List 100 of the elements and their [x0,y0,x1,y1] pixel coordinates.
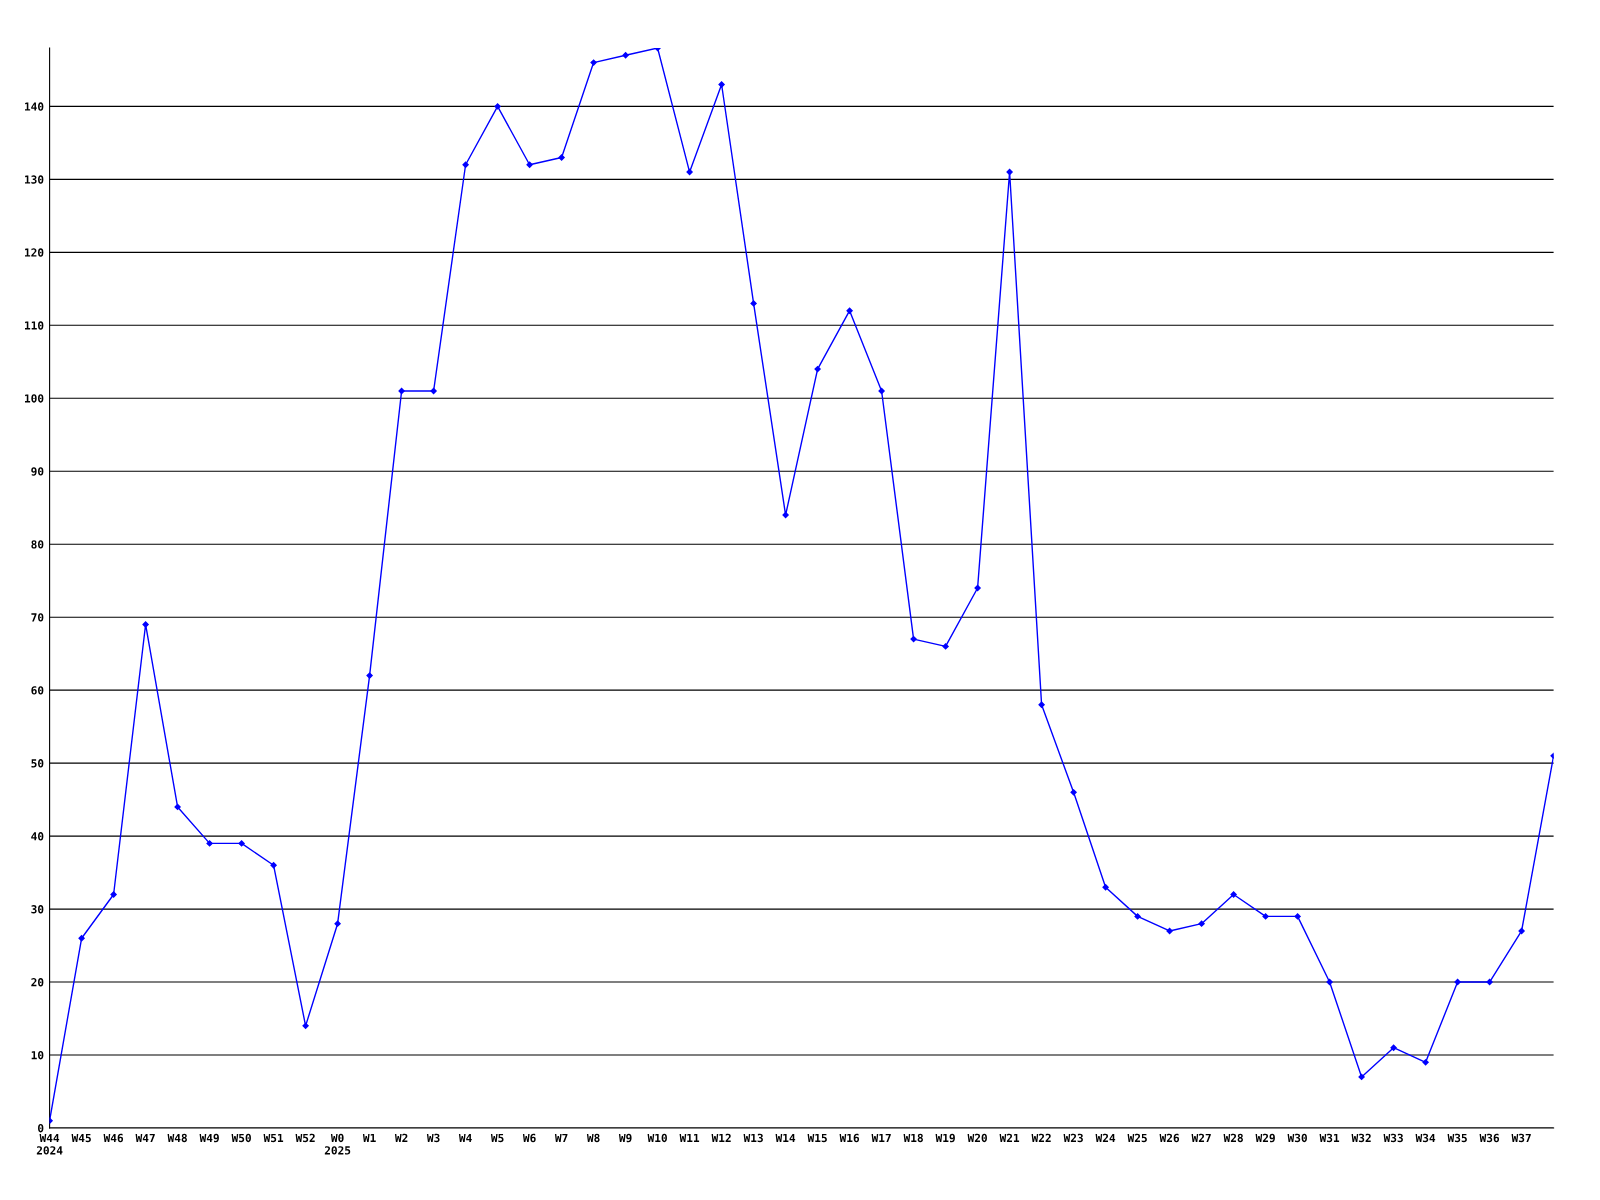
x-tick-label: W14 [775,1133,796,1142]
point [430,387,437,395]
point [590,59,597,66]
x-tick-label: W47 [135,1133,155,1142]
point [110,891,117,898]
x-tick-label: W25 [1127,1133,1147,1143]
x-tick-label: W36 [1479,1133,1500,1143]
x-tick-label: W30 [1287,1133,1307,1143]
point [686,168,693,176]
point [942,643,949,650]
x-tick-label: W28 [1223,1133,1243,1143]
point [1294,913,1301,920]
point [1038,701,1045,708]
x-tick-label: W17 [871,1133,891,1142]
y-tick-label: 30 [31,905,44,914]
point [302,1022,309,1029]
point [1102,884,1109,891]
x-tick-label: W37 [1511,1133,1531,1143]
point [238,840,245,847]
y-tick-label: 40 [31,832,44,841]
x-tick-label: W0 2025 [324,1133,351,1155]
x-tick-label: W12 [711,1133,731,1142]
x-tick-label: W2 [394,1133,408,1142]
point [366,672,373,679]
point [782,511,789,519]
point [846,307,853,314]
x-tick-label: W48 [167,1133,187,1143]
y-tick-label: 90 [31,467,44,476]
x-tick-label: W46 [103,1133,124,1143]
x-tick-label: W21 [999,1133,1020,1142]
y-tick-label: 100 [25,394,44,403]
point [750,300,757,307]
point [1198,920,1205,927]
x-tick-label: W27 [1191,1133,1211,1142]
point [1262,913,1269,920]
x-tick-label: W49 [199,1133,219,1143]
point [1422,1059,1429,1066]
y-tick-label: 10 [31,1051,44,1060]
x-tick-label: W24 [1095,1133,1116,1142]
point [1486,978,1493,986]
x-tick-label: W44 2024 [36,1133,63,1155]
x-tick-label: W10 [647,1133,667,1143]
x-tick-label: W18 [903,1133,923,1143]
point [814,365,821,373]
y-tick-label: 140 [25,102,44,111]
x-tick-label: W7 [554,1133,568,1142]
x-tick-label: W23 [1063,1133,1083,1143]
x-tick-label: W51 [263,1133,284,1143]
x-tick-label: W13 [743,1133,763,1143]
point [1390,1044,1397,1051]
point [462,161,469,168]
x-tick-label: W34 [1415,1133,1436,1143]
x-tick-label: W4 [458,1133,472,1142]
x-tick-label: W9 [618,1133,632,1143]
x-tick-label: W26 [1159,1133,1180,1143]
x-tick-label: W5 [490,1133,504,1143]
x-tick-label: W6 [522,1133,536,1143]
point [174,803,181,811]
point [398,387,405,395]
point [1006,168,1013,176]
point [910,635,917,643]
point [718,81,725,88]
x-tick-label: W29 [1255,1133,1275,1143]
point [1070,789,1077,796]
x-tick-label: W19 [935,1133,955,1143]
x-tick-label: W31 [1319,1133,1340,1143]
point [1326,978,1333,986]
x-tick-label: W3 [426,1133,440,1143]
x-tick-label: W8 [586,1133,600,1143]
point [494,103,501,110]
point [878,387,885,395]
x-tick-label: W20 [967,1133,987,1143]
y-tick-label: 70 [31,613,44,622]
point [1134,913,1141,920]
point [270,862,277,869]
x-tick-label: W16 [839,1133,860,1143]
point [1518,927,1525,935]
x-tick-label: W32 [1351,1133,1371,1143]
x-tick-label: W45 [71,1133,91,1143]
point [1454,978,1461,986]
point [206,840,213,847]
y-tick-label: 60 [31,686,44,695]
x-tick-label: W35 [1447,1133,1467,1143]
point [558,154,565,161]
x-tick-label: W50 [231,1133,251,1143]
x-tick-label: W1 [362,1133,376,1142]
point [526,161,533,168]
point [1166,927,1173,935]
point [334,920,341,927]
x-tick-label: W11 [679,1133,700,1142]
x-tick-label: W22 [1031,1133,1051,1142]
point [622,52,629,59]
y-tick-label: 50 [31,759,44,768]
y-tick-label: 130 [25,175,44,184]
point [1230,891,1237,898]
y-tick-label: 0 [38,1123,44,1133]
y-tick-label: 120 [25,248,44,257]
x-tick-label: W33 [1383,1133,1403,1143]
point [142,621,149,628]
point [1358,1073,1365,1081]
